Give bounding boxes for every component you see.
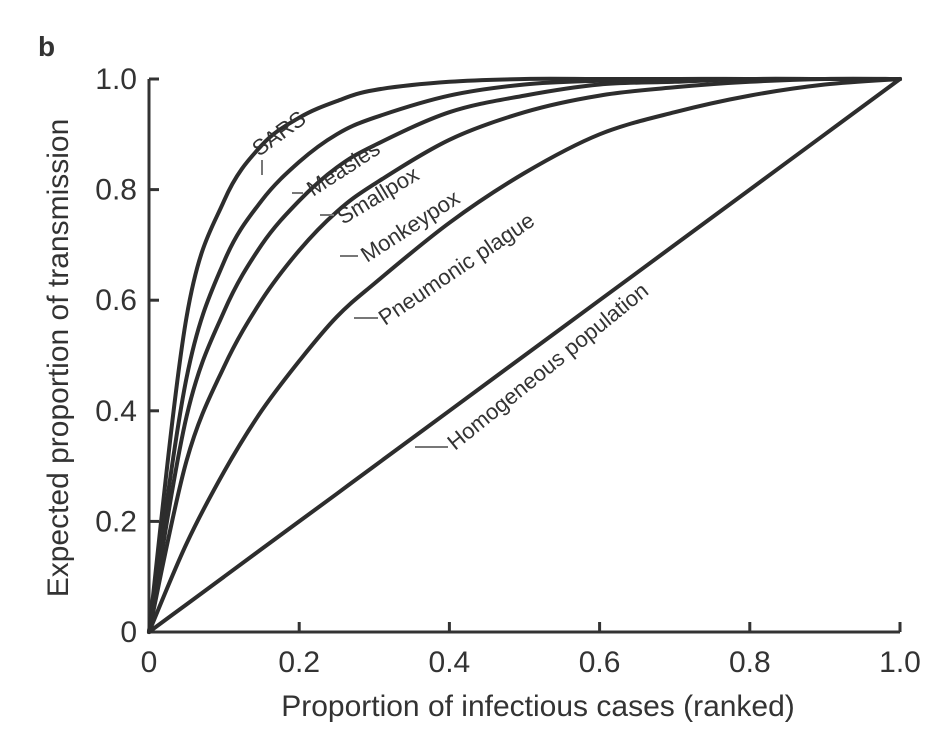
curve-label-sars: SARS [247,106,310,161]
x-tick-label: 1.0 [879,646,921,679]
panel-label: b [38,31,55,62]
y-tick-label: 0 [120,616,137,649]
series-line-monkeypox [147,76,902,634]
x-tick-label: 0 [141,646,158,679]
curves [147,76,902,634]
y-axis-label: Expected proportion of transmission [42,119,75,598]
y-tick-label: 0.2 [95,505,137,538]
curve-label-homogeneous-population: Homogeneous population [442,278,653,455]
x-ticks: 0 0.2 0.4 0.6 0.8 1.0 [141,622,921,679]
x-tick-label: 0.8 [729,646,771,679]
x-tick-label: 0.4 [429,646,471,679]
x-tick-label: 0.6 [579,646,621,679]
y-tick-label: 0.6 [95,284,137,317]
y-ticks: 0 0.2 0.4 0.6 0.8 1.0 [95,63,159,649]
series-line-smallpox [147,76,902,634]
x-axis-label: Proportion of infectious cases (ranked) [281,690,795,723]
y-tick-label: 1.0 [95,63,137,96]
x-tick-label: 0.2 [278,646,320,679]
y-tick-label: 0.8 [95,174,137,207]
y-tick-label: 0.4 [95,395,137,428]
series-line-pneumonic-plague [147,77,902,634]
series-line-homogeneous-population [147,77,902,634]
